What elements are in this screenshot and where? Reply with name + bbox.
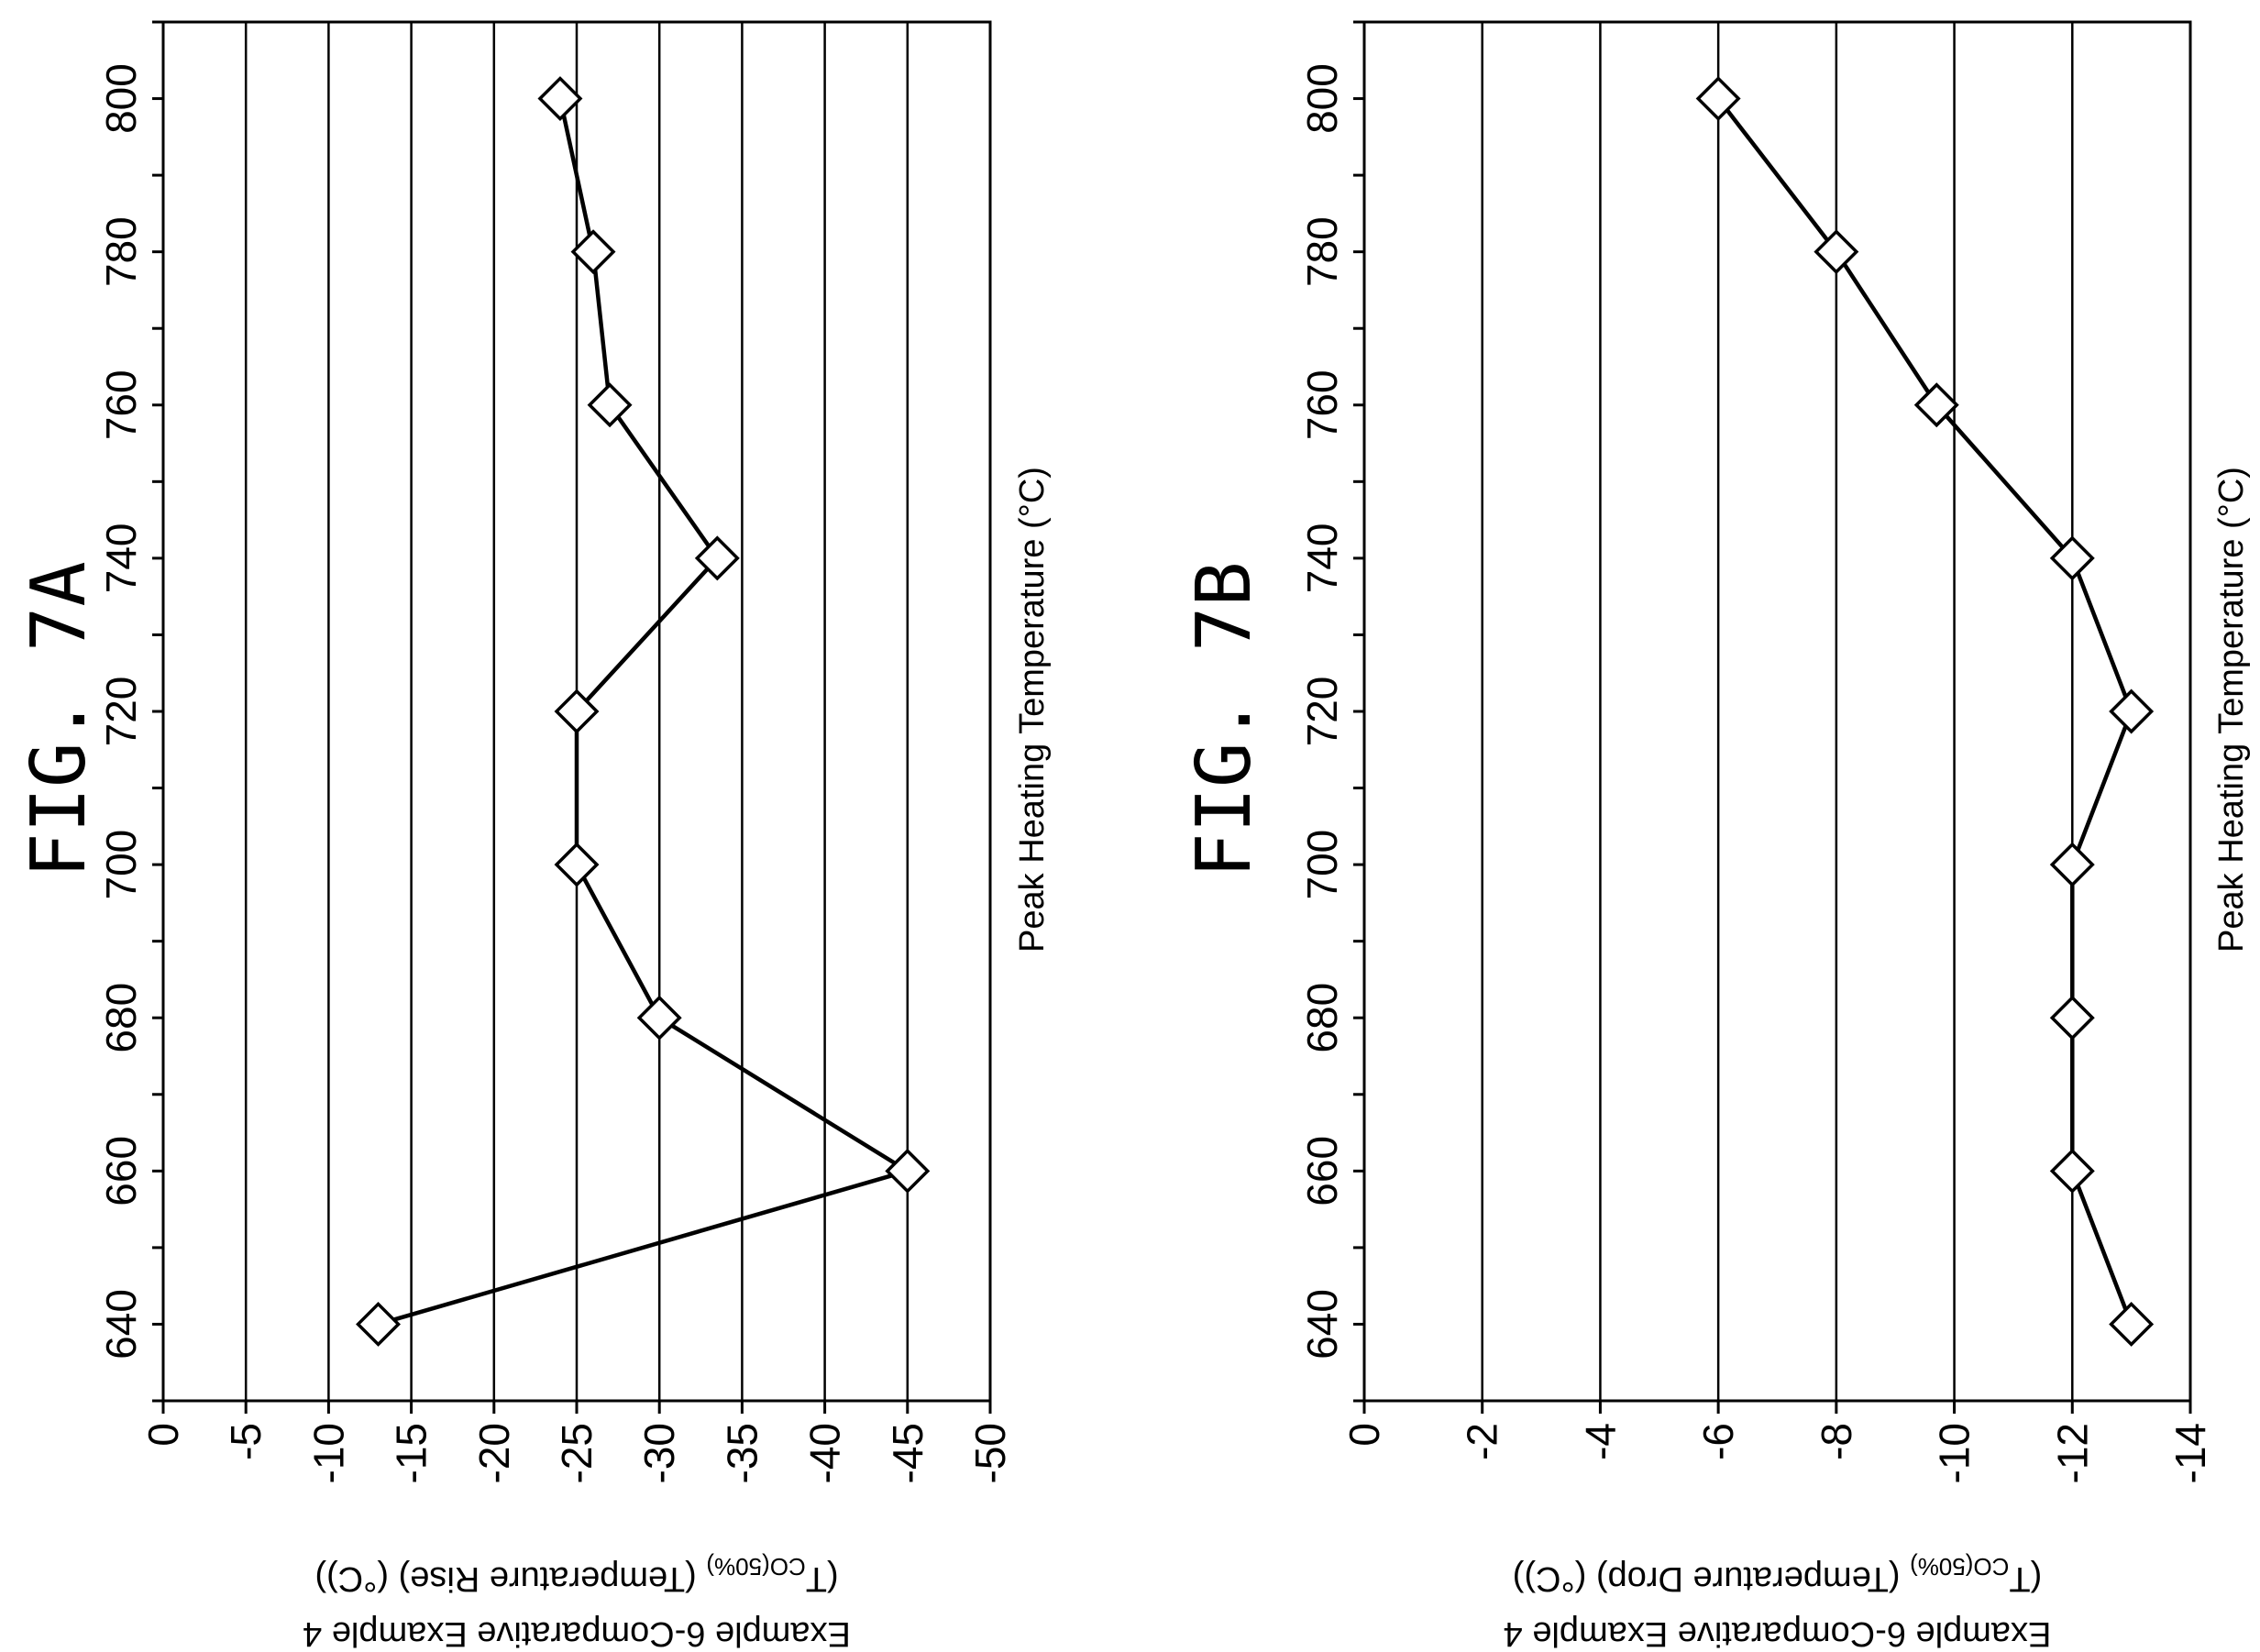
value-axis-title-line1: Example 6-Comparative Example 4 [1504, 1614, 2052, 1652]
value-tick-label: -5 [222, 1423, 270, 1460]
value-axis-title-line1: Example 6-Comparative Example 4 [303, 1614, 851, 1652]
data-point-marker [694, 535, 740, 581]
value-tick-label: -10 [1931, 1423, 1979, 1483]
plot-frame [1362, 20, 2192, 1403]
value-tick-label: -6 [1694, 1423, 1742, 1460]
temperature-axis-title: Peak Heating Temperature (°C) [1013, 467, 1052, 953]
value-tick-label: -15 [388, 1423, 435, 1483]
temperature-tick-label: 680 [1298, 983, 1346, 1053]
data-point-marker [537, 76, 583, 122]
chart-7b: FIG. 7B 0 -2 -4 -6 -8 -10 -12 -14 640 660 680 700 720… [1181, 20, 2251, 1652]
temperature-tick-label: 640 [97, 1289, 145, 1360]
value-tick-label: 0 [1340, 1423, 1388, 1447]
value-tick-label: -40 [801, 1423, 849, 1483]
temperature-tick-label: 720 [1298, 677, 1346, 747]
temperature-tick-label: 640 [1298, 1289, 1346, 1360]
data-point-marker [2109, 1301, 2155, 1347]
data-point-marker [570, 229, 616, 275]
temperature-tick-label: 800 [1298, 63, 1346, 134]
series-line [1716, 97, 2134, 1326]
temperature-tick-label: 760 [1298, 369, 1346, 440]
series-line [377, 98, 913, 1327]
temperature-axis-title: Peak Heating Temperature (°C) [2212, 467, 2251, 953]
data-point-marker [587, 382, 633, 428]
value-tick-label: -12 [2048, 1423, 2096, 1483]
data-point-marker [1814, 229, 1859, 275]
data-point-marker [554, 842, 600, 887]
temperature-tick-label: 700 [1298, 830, 1346, 900]
data-point-marker [2049, 995, 2095, 1041]
value-tick-label: -25 [553, 1423, 601, 1483]
value-axis-title-rest: (Temperature Drop) (°C)) [1513, 1559, 1910, 1598]
value-tick-label: -50 [966, 1423, 1014, 1483]
value-tick-label: -4 [1576, 1423, 1624, 1460]
value-axis-title-subscript: CO(50%) [1910, 1553, 2009, 1580]
data-point-marker [554, 688, 600, 734]
value-tick-label: -35 [718, 1423, 766, 1483]
value-tick-label: 0 [139, 1423, 187, 1447]
value-axis-title-line2: (TCO(50%) (Temperature Drop) (°C)) [1513, 1553, 2043, 1598]
value-tick-label: -10 [304, 1423, 352, 1483]
value-tick-label: -14 [2166, 1423, 2214, 1483]
temperature-tick-label: 780 [1298, 216, 1346, 287]
data-point-marker [1913, 382, 1959, 428]
temperature-tick-label: 740 [97, 523, 145, 594]
data-point-marker [356, 1301, 401, 1347]
temperature-tick-label: 780 [97, 216, 145, 287]
value-axis-title-subscript: CO(50%) [706, 1553, 805, 1580]
value-axis-title-rest: (Temperature Rise) (°C)) [314, 1559, 706, 1598]
figure-title: FIG. 7B [1181, 561, 1268, 878]
data-point-marker [2049, 1148, 2095, 1194]
value-axis-title-line2: (TCO(50%) (Temperature Rise) (°C)) [314, 1553, 838, 1598]
temperature-tick-label: 760 [97, 369, 145, 440]
value-tick-label: -45 [884, 1423, 932, 1483]
data-point-marker [2109, 688, 2155, 734]
temperature-tick-label: 700 [97, 830, 145, 900]
value-tick-label: -8 [1813, 1423, 1860, 1460]
temperature-tick-label: 680 [97, 983, 145, 1053]
temperature-tick-label: 660 [1298, 1136, 1346, 1206]
temperature-tick-label: 740 [1298, 523, 1346, 594]
value-tick-label: -30 [635, 1423, 683, 1483]
data-point-marker [636, 995, 682, 1041]
data-point-marker [2049, 842, 2095, 887]
temperature-tick-label: 660 [97, 1136, 145, 1206]
figure-title: FIG. 7A [16, 561, 103, 878]
temperature-tick-label: 800 [97, 63, 145, 134]
value-axis-title-paren: (T [2009, 1559, 2042, 1598]
temperature-tick-label: 720 [97, 677, 145, 747]
data-point-marker [885, 1148, 931, 1194]
value-axis-title: Example 6-Comparative Example 4 (TCO(50%)… [1504, 1553, 2052, 1652]
data-point-marker [1695, 76, 1741, 122]
value-tick-label: -2 [1459, 1423, 1506, 1460]
value-axis-title-paren: (T [806, 1559, 839, 1598]
chart-7a: FIG. 7A 0 -5 -10 -15 -20 -25 -30 -35 -40 -45 -50 640… [16, 20, 1052, 1652]
data-point-marker [2049, 535, 2095, 581]
value-axis-title: Example 6-Comparative Example 4 (TCO(50%)… [303, 1553, 851, 1652]
value-tick-label: -20 [470, 1423, 518, 1483]
